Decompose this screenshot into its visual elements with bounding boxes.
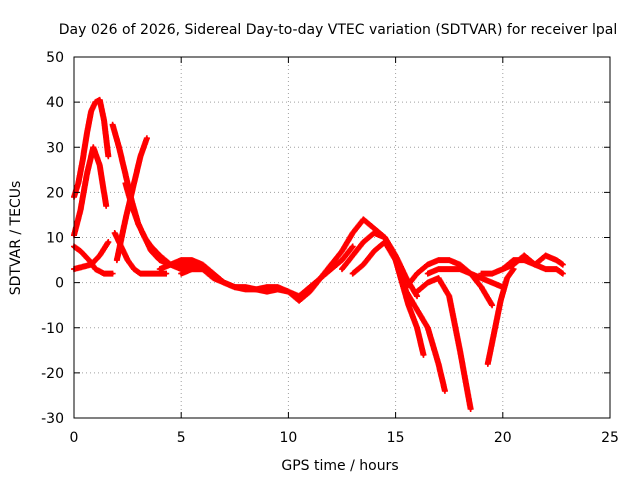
series-markers: [349, 239, 448, 394]
data-layer: [71, 96, 566, 412]
y-tick-label: 20: [46, 185, 64, 201]
grid-layer: [74, 57, 610, 418]
series-arc-16: [424, 266, 506, 291]
y-tick-label: -20: [41, 366, 64, 382]
series-arc-19: [499, 252, 566, 273]
x-tick-label: 0: [70, 430, 79, 446]
x-tick-label: 20: [494, 430, 512, 446]
y-tick-label: 50: [46, 50, 64, 66]
y-axis-label: SDTVAR / TECUs: [8, 181, 24, 296]
x-tick-label: 5: [177, 430, 186, 446]
x-tick-label: 25: [601, 430, 619, 446]
series-arc-15: [414, 275, 474, 412]
series-markers: [484, 266, 517, 367]
series-markers: [414, 275, 474, 412]
x-tick-label: 15: [387, 430, 405, 446]
tick-layer: 0 5 10 15 20 25 -30 -20 -10 0 10 20 30 40 50: [41, 50, 619, 446]
series-arc-13: [349, 239, 448, 394]
series-markers: [424, 266, 506, 291]
y-tick-label: -30: [41, 411, 64, 427]
y-tick-label: 30: [46, 140, 64, 156]
series-arc-17: [484, 266, 517, 367]
series-arc-10: [178, 261, 335, 304]
x-axis-label: GPS time / hours: [281, 458, 398, 474]
chart-title: Day 026 of 2026, Sidereal Day-to-day VTE…: [59, 22, 617, 38]
series-markers: [499, 252, 566, 273]
y-tick-label: -10: [41, 321, 64, 337]
y-tick-label: 0: [55, 276, 64, 292]
x-tick-label: 10: [279, 430, 297, 446]
y-tick-label: 40: [46, 95, 64, 111]
y-tick-label: 10: [46, 231, 64, 247]
